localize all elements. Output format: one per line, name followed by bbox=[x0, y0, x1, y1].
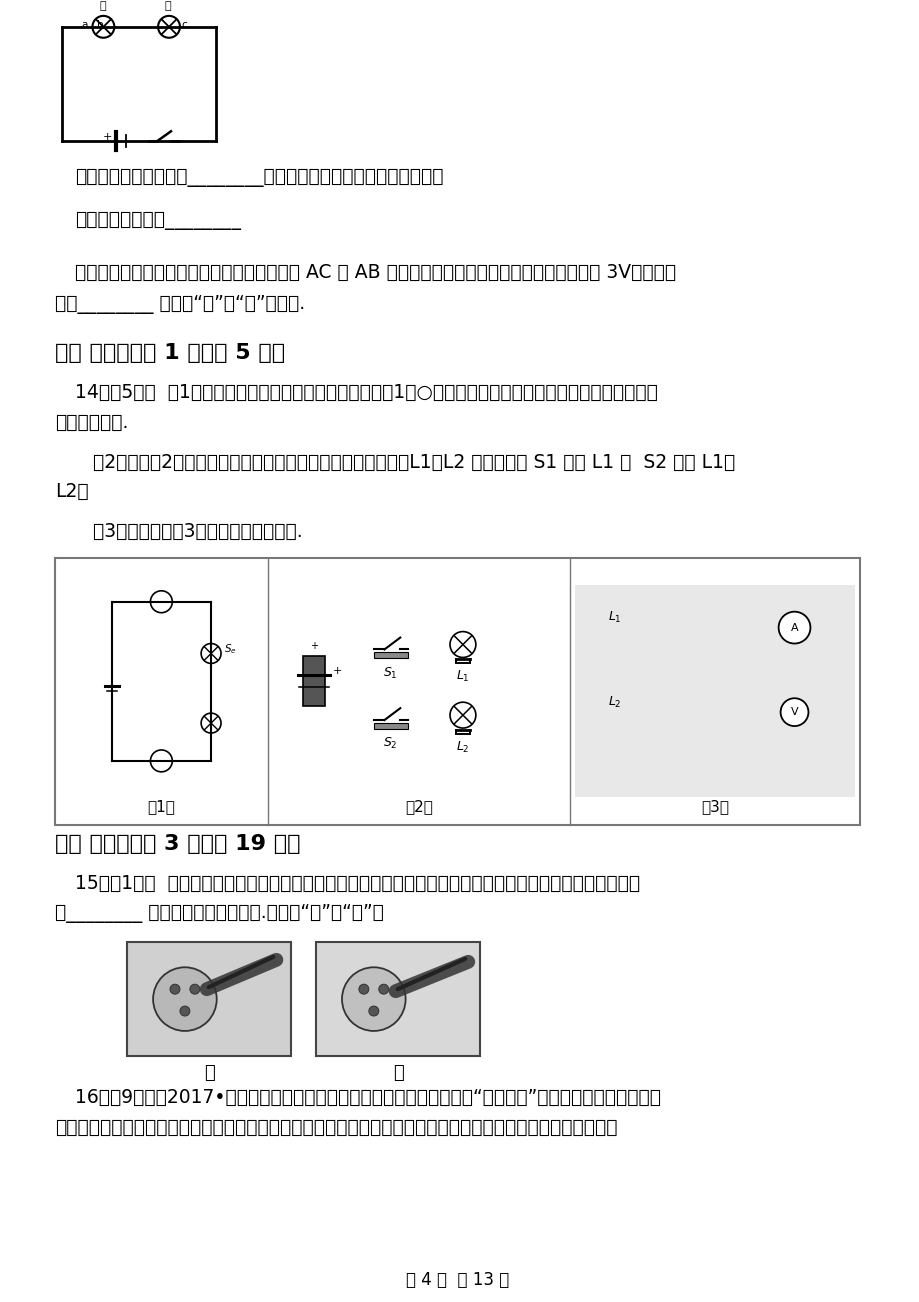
Text: 第 4 页  共 13 页: 第 4 页 共 13 页 bbox=[405, 1271, 508, 1289]
Text: 四、 实验题（共 3 题；共 19 分）: 四、 实验题（共 3 题；共 19 分） bbox=[54, 835, 300, 854]
Text: $L_2$: $L_2$ bbox=[607, 695, 621, 710]
Text: 甲: 甲 bbox=[204, 1064, 214, 1082]
Text: （2）如图（2）所示，请按要求连接实物，导线不允许交叉：L1、L2 并联；开关 S1 控制 L1 ，  S2 控制 L1、: （2）如图（2）所示，请按要求连接实物，导线不允许交叉：L1、L2 并联；开关 … bbox=[74, 453, 734, 471]
Text: $S_1$: $S_1$ bbox=[382, 665, 397, 681]
Circle shape bbox=[189, 984, 199, 995]
Text: $L_1$: $L_1$ bbox=[456, 669, 470, 685]
Text: 14．（5分）  （1）闭合开关后，小灯正常发光，请在图（1）○内填上电流表或者电压表的符号，并标出它们: 14．（5分） （1）闭合开关后，小灯正常发光，请在图（1）○内填上电流表或者电… bbox=[74, 383, 657, 402]
Text: $L_2$: $L_2$ bbox=[456, 740, 470, 755]
Circle shape bbox=[151, 591, 172, 613]
Text: 实验现象及结果：________: 实验现象及结果：________ bbox=[74, 211, 240, 230]
Text: $S_e$: $S_e$ bbox=[223, 643, 236, 656]
Bar bbox=[127, 941, 291, 1056]
Text: 甲: 甲 bbox=[99, 1, 106, 10]
Circle shape bbox=[449, 631, 475, 658]
Text: 16．（9分）（2017•武汉模拟）在我国随着人民生活水平的提高，加上“汽车下乡”政策的实施，不少农村家: 16．（9分）（2017•武汉模拟）在我国随着人民生活水平的提高，加上“汽车下乡… bbox=[74, 1088, 660, 1107]
Bar bbox=[54, 559, 859, 824]
Circle shape bbox=[777, 612, 810, 643]
Text: 图________ 中试电笔的氖管会发光.（选填“甲”或“乙”）: 图________ 中试电笔的氖管会发光.（选填“甲”或“乙”） bbox=[54, 904, 383, 923]
Circle shape bbox=[449, 702, 475, 728]
Bar bbox=[302, 656, 324, 706]
Text: +: + bbox=[310, 642, 317, 651]
Text: V: V bbox=[789, 707, 798, 717]
Circle shape bbox=[358, 984, 369, 995]
Text: a: a bbox=[81, 20, 87, 30]
Text: b: b bbox=[97, 20, 104, 30]
Text: 的正负接线柱.: 的正负接线柱. bbox=[54, 413, 128, 432]
Text: +: + bbox=[103, 133, 112, 142]
Text: （2）: （2） bbox=[404, 799, 433, 814]
Circle shape bbox=[180, 1006, 189, 1016]
Text: 乙: 乙 bbox=[165, 1, 171, 10]
Text: +: + bbox=[333, 667, 342, 676]
Bar bbox=[374, 723, 408, 729]
Text: 【拓展】闭合开关，小明同学用电压表分别测 AC 和 AB 两点间的电压，发现两次电压表的示数均为 3V，由此判: 【拓展】闭合开关，小明同学用电压表分别测 AC 和 AB 两点间的电压，发现两次… bbox=[74, 263, 675, 281]
Circle shape bbox=[158, 16, 180, 38]
Text: $S_2$: $S_2$ bbox=[382, 736, 397, 751]
Bar bbox=[574, 585, 854, 797]
Text: （3）: （3） bbox=[700, 799, 728, 814]
Text: c: c bbox=[181, 20, 187, 30]
Circle shape bbox=[151, 750, 172, 772]
Text: 操作方法：断开开关，________（也可以在图上画图描述操作方法）: 操作方法：断开开关，________（也可以在图上画图描述操作方法） bbox=[74, 168, 443, 187]
Text: L2．: L2． bbox=[54, 482, 88, 501]
Text: 15．（1分）  小丽要判断三孔插座中哪个孔连接的是火线，她把试电笔插入三孔插座中，如图甲、乙所示，则: 15．（1分） 小丽要判断三孔插座中哪个孔连接的是火线，她把试电笔插入三孔插座中… bbox=[74, 874, 639, 893]
Text: （3）画出如图（3）所示电路的电路图.: （3）画出如图（3）所示电路的电路图. bbox=[74, 522, 301, 542]
Circle shape bbox=[201, 713, 221, 733]
Text: $L_1$: $L_1$ bbox=[607, 611, 621, 625]
Circle shape bbox=[92, 16, 114, 38]
Bar bbox=[316, 941, 480, 1056]
Bar bbox=[374, 652, 408, 659]
Circle shape bbox=[201, 643, 221, 664]
Circle shape bbox=[153, 967, 217, 1031]
Circle shape bbox=[170, 984, 180, 995]
Circle shape bbox=[369, 1006, 379, 1016]
Text: 三、 作图题（共 1 题；共 5 分）: 三、 作图题（共 1 题；共 5 分） bbox=[54, 344, 285, 363]
Text: （1）: （1） bbox=[147, 799, 176, 814]
Text: A: A bbox=[789, 622, 798, 633]
Text: 乙: 乙 bbox=[392, 1064, 403, 1082]
Text: 庭都购买了汽车，汽车开始进入普通百姓家庭．家住农村的小明同学家买了一辆崭新的三厢汽车（如图甲）．小明: 庭都购买了汽车，汽车开始进入普通百姓家庭．家住农村的小明同学家买了一辆崭新的三厢… bbox=[54, 1118, 617, 1137]
Circle shape bbox=[342, 967, 405, 1031]
Text: 定灯________ （选填“甲”或“乙”）断路.: 定灯________ （选填“甲”或“乙”）断路. bbox=[54, 296, 304, 314]
Circle shape bbox=[779, 698, 808, 727]
Circle shape bbox=[379, 984, 389, 995]
